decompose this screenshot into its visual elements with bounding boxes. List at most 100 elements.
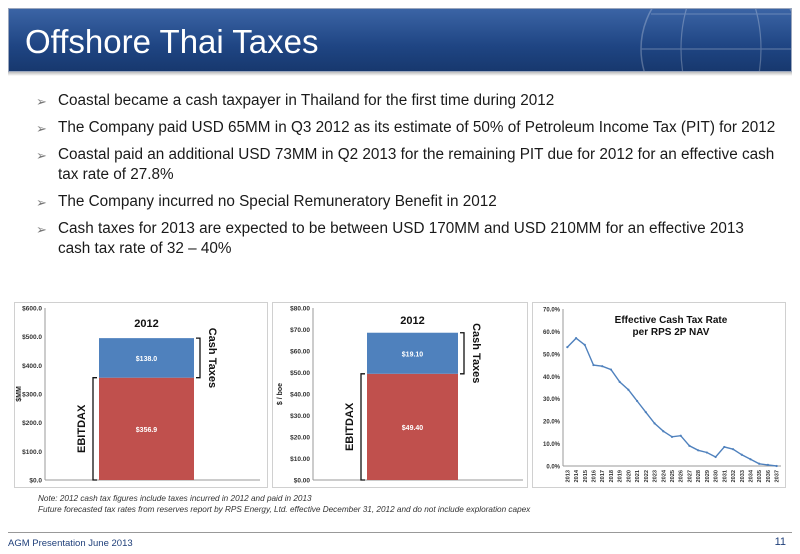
y-tick-label: $0.00: [294, 478, 311, 485]
data-label: $49.40: [402, 425, 424, 432]
series-label-cash-taxes: Cash Taxes: [470, 323, 482, 383]
chart-title-line: Effective Cash Tax Rate: [615, 315, 728, 326]
x-tick-label: 2035: [757, 470, 763, 482]
arrow-bullet-icon: ➢: [36, 94, 47, 109]
series-line: [566, 337, 777, 467]
y-axis-label: $MM: [16, 386, 23, 402]
bullet-item: ➢ The Company paid USD 65MM in Q3 2012 as…: [36, 118, 776, 138]
page-title: Offshore Thai Taxes: [25, 23, 319, 60]
y-tick-label: 50.0%: [543, 352, 561, 358]
x-tick-label: 2013: [565, 470, 571, 482]
x-tick-label: 2018: [609, 470, 615, 482]
series-label-cash-taxes: Cash Taxes: [206, 328, 218, 388]
y-tick-label: $200.0: [22, 420, 42, 427]
data-point: [679, 434, 682, 437]
y-tick-label: 40.0%: [543, 375, 561, 381]
bullet-text: The Company incurred no Special Remunera…: [58, 193, 497, 210]
chart-title: Effective Cash Tax Rate per RPS 2P NAV: [615, 315, 728, 338]
data-point: [601, 365, 604, 368]
tax-rate-chart-panel: 0.0% 10.0% 20.0% 30.0% 40.0% 50.0% 60.0% 70.0% 2…: [532, 302, 786, 488]
bullet-item: ➢ The Company incurred no Special Remuner…: [36, 192, 776, 212]
bullet-text: The Company paid USD 65MM in Q3 2012 as …: [58, 119, 776, 136]
data-label: $138.0: [136, 356, 158, 363]
bar-ebitdax: [367, 373, 458, 480]
data-point: [592, 363, 595, 367]
bullet-text: Coastal paid an additional USD 73MM in Q…: [58, 146, 775, 183]
bullet-item: ➢ Coastal paid an additional USD 73MM in …: [36, 145, 776, 185]
ebitdax-boe-chart-panel: $0.00 $10.00 $20.00 $30.00 $40.00 $50.00 $60.0…: [272, 302, 528, 488]
data-point: [766, 463, 770, 466]
chart-title: 2012: [134, 318, 158, 330]
x-tick-label: 2030: [714, 470, 720, 482]
y-tick-label: $10.00: [290, 456, 310, 463]
cash-taxes-bracket: [460, 332, 465, 375]
data-point: [609, 368, 613, 371]
x-tick-label: 2017: [600, 470, 606, 482]
data-point: [653, 422, 656, 425]
ebitdax-mm-chart: $0.0 $100.0 $200.0 $300.0 $400.0 $500.0 $600.0…: [16, 306, 260, 485]
title-banner: Offshore Thai Taxes: [8, 8, 792, 72]
y-tick-label: $40.00: [290, 392, 310, 399]
chart-title-line: per RPS 2P NAV: [633, 327, 710, 338]
x-tick-label: 2020: [626, 470, 632, 482]
bar-cash-taxes: [367, 332, 458, 374]
ebitdax-mm-chart-panel: $0.0 $100.0 $200.0 $300.0 $400.0 $500.0 $600.0…: [14, 302, 268, 488]
data-point: [627, 388, 630, 391]
page-number: 11: [774, 536, 786, 548]
x-tick-label: 2024: [661, 469, 667, 482]
y-tick-label: $20.00: [290, 435, 310, 442]
data-point: [574, 337, 578, 340]
arrow-bullet-icon: ➢: [36, 222, 47, 237]
arrow-bullet-icon: ➢: [36, 148, 47, 163]
x-tick-label: 2014: [574, 469, 580, 482]
footer: AGM Presentation June 2013 11: [8, 532, 792, 549]
bullet-item: ➢ Cash taxes for 2013 are expected to be …: [36, 219, 776, 259]
ebitdax-boe-chart: $0.00 $10.00 $20.00 $30.00 $40.00 $50.00 $60.0…: [277, 306, 523, 485]
y-tick-label: $70.00: [290, 327, 310, 334]
x-tick-label: 2019: [618, 470, 624, 482]
data-point: [583, 343, 586, 346]
ebitdax-bracket: [360, 373, 365, 481]
series-label-ebitdax: EBITDAX: [344, 402, 356, 451]
x-tick-label: 2016: [592, 470, 598, 482]
bar-ebitdax: [99, 377, 194, 480]
y-tick-label: $100.0: [22, 449, 42, 456]
y-tick-label: $60.00: [290, 349, 310, 356]
data-point: [618, 380, 621, 383]
x-tick-label: 2031: [722, 470, 728, 482]
y-tick-label: 0.0%: [546, 465, 560, 471]
y-axis-label: $ / boe: [277, 383, 284, 405]
chart-title: 2012: [400, 315, 424, 327]
y-tick-label: $50.00: [290, 370, 310, 377]
x-tick-label: 2034: [748, 469, 754, 482]
data-point: [662, 430, 665, 433]
y-tick-label: 70.0%: [543, 308, 561, 314]
data-point: [670, 435, 674, 438]
data-point: [731, 448, 735, 451]
tax-rate-line-chart: 0.0% 10.0% 20.0% 30.0% 40.0% 50.0% 60.0% 70.0% 2…: [543, 308, 781, 482]
data-point: [697, 449, 700, 452]
bullet-list: ➢ Coastal became a cash taxpayer in Thail…: [36, 91, 776, 266]
x-tick-label: 2029: [705, 470, 711, 482]
x-tick-label: 2028: [696, 470, 702, 482]
y-tick-label: $500.0: [22, 334, 42, 341]
y-tick-label: 10.0%: [543, 442, 561, 448]
title-divider: [8, 72, 792, 76]
data-point: [714, 455, 717, 459]
x-tick-label: 2032: [731, 470, 737, 482]
bullet-text: Cash taxes for 2013 are expected to be b…: [58, 220, 744, 257]
footnote: Note: 2012 cash tax figures include taxe…: [38, 493, 530, 515]
data-point: [723, 445, 726, 449]
y-tick-label: $30.00: [290, 413, 310, 420]
x-tick-label: 2033: [740, 470, 746, 482]
data-point: [644, 411, 647, 414]
footnote-line: Future forecasted tax rates from reserve…: [38, 505, 531, 514]
data-point: [740, 453, 743, 456]
series-label-ebitdax: EBITDAX: [76, 404, 88, 453]
y-tick-label: 30.0%: [543, 397, 561, 403]
data-point: [775, 464, 778, 468]
y-tick-label: $400.0: [22, 363, 42, 370]
x-tick-label: 2026: [679, 470, 685, 482]
y-tick-label: 20.0%: [543, 420, 561, 426]
bar-cash-taxes: [99, 338, 194, 378]
